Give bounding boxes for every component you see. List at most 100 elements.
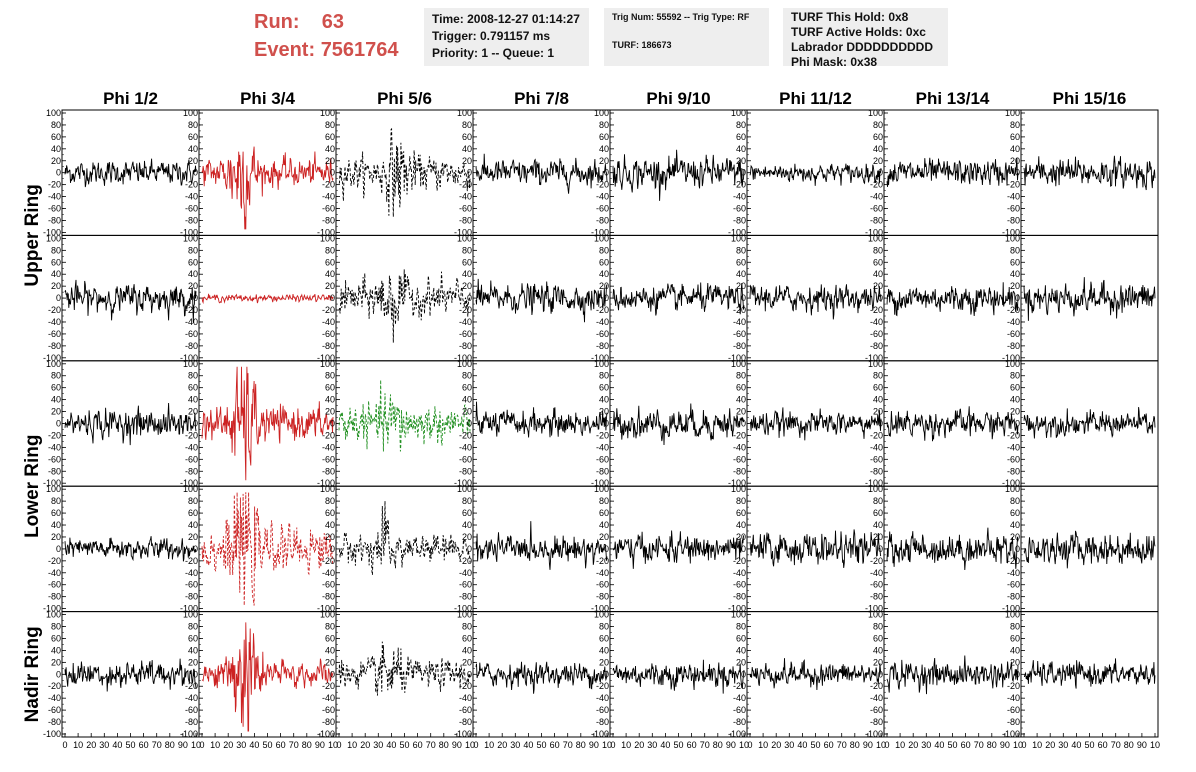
ytick-label-r2-c5--100: -100 (591, 353, 609, 363)
xtick-label-c8-40: 40 (1071, 740, 1081, 750)
ytick-label-r4-c3--80: -80 (322, 592, 335, 602)
trace-r2-c3 (338, 269, 471, 343)
ytick-label-r3-c2--80: -80 (185, 466, 198, 476)
ytick-label-r3-c1--100: -100 (43, 478, 61, 488)
ytick-label-r1-c5--60: -60 (596, 204, 609, 214)
ytick-label-r3-c5-20: 20 (599, 407, 609, 417)
ytick-label-r4-c6--60: -60 (733, 580, 746, 590)
trace-r2-c4 (475, 278, 608, 323)
ytick-label-r4-c7-100: 100 (868, 484, 883, 494)
ytick-label-r5-c1--40: -40 (48, 693, 61, 703)
ytick-label-r3-c1-40: 40 (51, 395, 61, 405)
trace-r4-c1 (64, 536, 197, 562)
ring-label-1: Upper Ring (22, 184, 43, 286)
trace-r5-c1 (64, 658, 197, 692)
ytick-label-r3-c2-80: 80 (188, 371, 198, 381)
ytick-label-r2-c3-20: 20 (325, 281, 335, 291)
ytick-label-r2-c8-100: 100 (1005, 233, 1020, 243)
ytick-label-r4-c6-100: 100 (731, 484, 746, 494)
ytick-label-r1-c3-60: 60 (325, 132, 335, 142)
ytick-label-r5-c1-20: 20 (51, 657, 61, 667)
ytick-label-r1-c6-0: 0 (741, 168, 746, 178)
ytick-label-r1-c3-0: 0 (330, 168, 335, 178)
ytick-label-r2-c8-80: 80 (1010, 245, 1020, 255)
ytick-label-r4-c8--60: -60 (1007, 580, 1020, 590)
run-row: Run: 63 (254, 8, 399, 36)
ytick-label-r4-c3-0: 0 (330, 544, 335, 554)
ring-label-2: Lower Ring (22, 434, 43, 537)
ytick-label-r5-c2--20: -20 (185, 681, 198, 691)
ytick-label-r2-c5-80: 80 (599, 245, 609, 255)
ytick-label-r4-c5--20: -20 (596, 556, 609, 566)
xtick-label-c5-50: 50 (673, 740, 683, 750)
ytick-label-r2-c5--60: -60 (596, 329, 609, 339)
ytick-label-r1-c5-60: 60 (599, 132, 609, 142)
xtick-label-c1-60: 60 (139, 740, 149, 750)
ytick-label-r5-c3-40: 40 (325, 645, 335, 655)
ytick-label-r3-c6-40: 40 (736, 395, 746, 405)
trace-r3-c3 (338, 379, 471, 452)
ytick-label-r1-c5-20: 20 (599, 156, 609, 166)
ytick-label-r1-c8--60: -60 (1007, 204, 1020, 214)
ytick-label-r5-c3--40: -40 (322, 693, 335, 703)
xtick-label-c1-0: 0 (62, 740, 67, 750)
ytick-label-r2-c6--80: -80 (733, 341, 746, 351)
ytick-label-r1-c6--80: -80 (733, 215, 746, 225)
ytick-label-r1-c3-20: 20 (325, 156, 335, 166)
panel-frame-r1-c5 (609, 109, 748, 236)
ytick-label-r3-c1--80: -80 (48, 466, 61, 476)
ytick-label-r2-c4--100: -100 (454, 353, 472, 363)
ytick-label-r4-c2--60: -60 (185, 580, 198, 590)
xtick-label-c2-50: 50 (262, 740, 272, 750)
ytick-label-r5-c5-100: 100 (594, 610, 609, 620)
ytick-label-r2-c7--100: -100 (865, 353, 883, 363)
ytick-label-r5-c8-20: 20 (1010, 657, 1020, 667)
trace-r3-c6 (749, 407, 882, 441)
xtick-label-c7-50: 50 (947, 740, 957, 750)
ytick-label-r5-c8--80: -80 (1007, 717, 1020, 727)
xtick-label-c1-10: 10 (73, 740, 83, 750)
xtick-label-c4-100: 10 (602, 740, 612, 750)
ytick-label-r5-c4--40: -40 (459, 693, 472, 703)
ytick-label-r3-c2--20: -20 (185, 430, 198, 440)
ytick-label-r2-c8-0: 0 (1015, 293, 1020, 303)
ytick-label-r4-c5-20: 20 (599, 532, 609, 542)
ytick-label-r3-c6--60: -60 (733, 454, 746, 464)
column-title-3: Phi 5/6 (377, 89, 432, 108)
ytick-label-r4-c1--80: -80 (48, 592, 61, 602)
ytick-label-r1-c2-20: 20 (188, 156, 198, 166)
ytick-label-r4-c1-40: 40 (51, 520, 61, 530)
ytick-label-r4-c7--80: -80 (870, 592, 883, 602)
ytick-label-r5-c7--80: -80 (870, 717, 883, 727)
ytick-label-r1-c2--80: -80 (185, 215, 198, 225)
ytick-label-r5-c2-60: 60 (188, 633, 198, 643)
ytick-label-r1-c8-40: 40 (1010, 144, 1020, 154)
ytick-label-r4-c7-60: 60 (873, 508, 883, 518)
panel-frame-r5-c3 (335, 611, 474, 738)
xtick-label-c4-30: 30 (510, 740, 520, 750)
ytick-label-r2-c4-20: 20 (462, 281, 472, 291)
ytick-label-r1-c6--100: -100 (728, 227, 746, 237)
xtick-label-c3-30: 30 (373, 740, 383, 750)
xtick-label-c1-40: 40 (112, 740, 122, 750)
ytick-label-r2-c3--60: -60 (322, 329, 335, 339)
trace-r1-c3 (338, 127, 471, 217)
ytick-label-r5-c8-100: 100 (1005, 610, 1020, 620)
ytick-label-r5-c5--40: -40 (596, 693, 609, 703)
ytick-label-r4-c1-20: 20 (51, 532, 61, 542)
ytick-label-r2-c8-20: 20 (1010, 281, 1020, 291)
ytick-label-r5-c2-20: 20 (188, 657, 198, 667)
turf-active-line: TURF Active Holds: 0xc (791, 25, 926, 39)
xtick-label-c3-40: 40 (386, 740, 396, 750)
xtick-label-c4-20: 20 (497, 740, 507, 750)
ytick-label-r3-c1--20: -20 (48, 430, 61, 440)
trace-r1-c5 (612, 149, 745, 201)
ytick-label-r5-c5-40: 40 (599, 645, 609, 655)
xtick-label-c3-70: 70 (426, 740, 436, 750)
ytick-label-r3-c8-0: 0 (1015, 419, 1020, 429)
ytick-label-r3-c4--60: -60 (459, 454, 472, 464)
xtick-label-c6-20: 20 (771, 740, 781, 750)
ytick-label-r1-c1--100: -100 (43, 227, 61, 237)
ytick-label-r2-c3--20: -20 (322, 305, 335, 315)
panel-frame-r1-c3 (335, 109, 474, 236)
